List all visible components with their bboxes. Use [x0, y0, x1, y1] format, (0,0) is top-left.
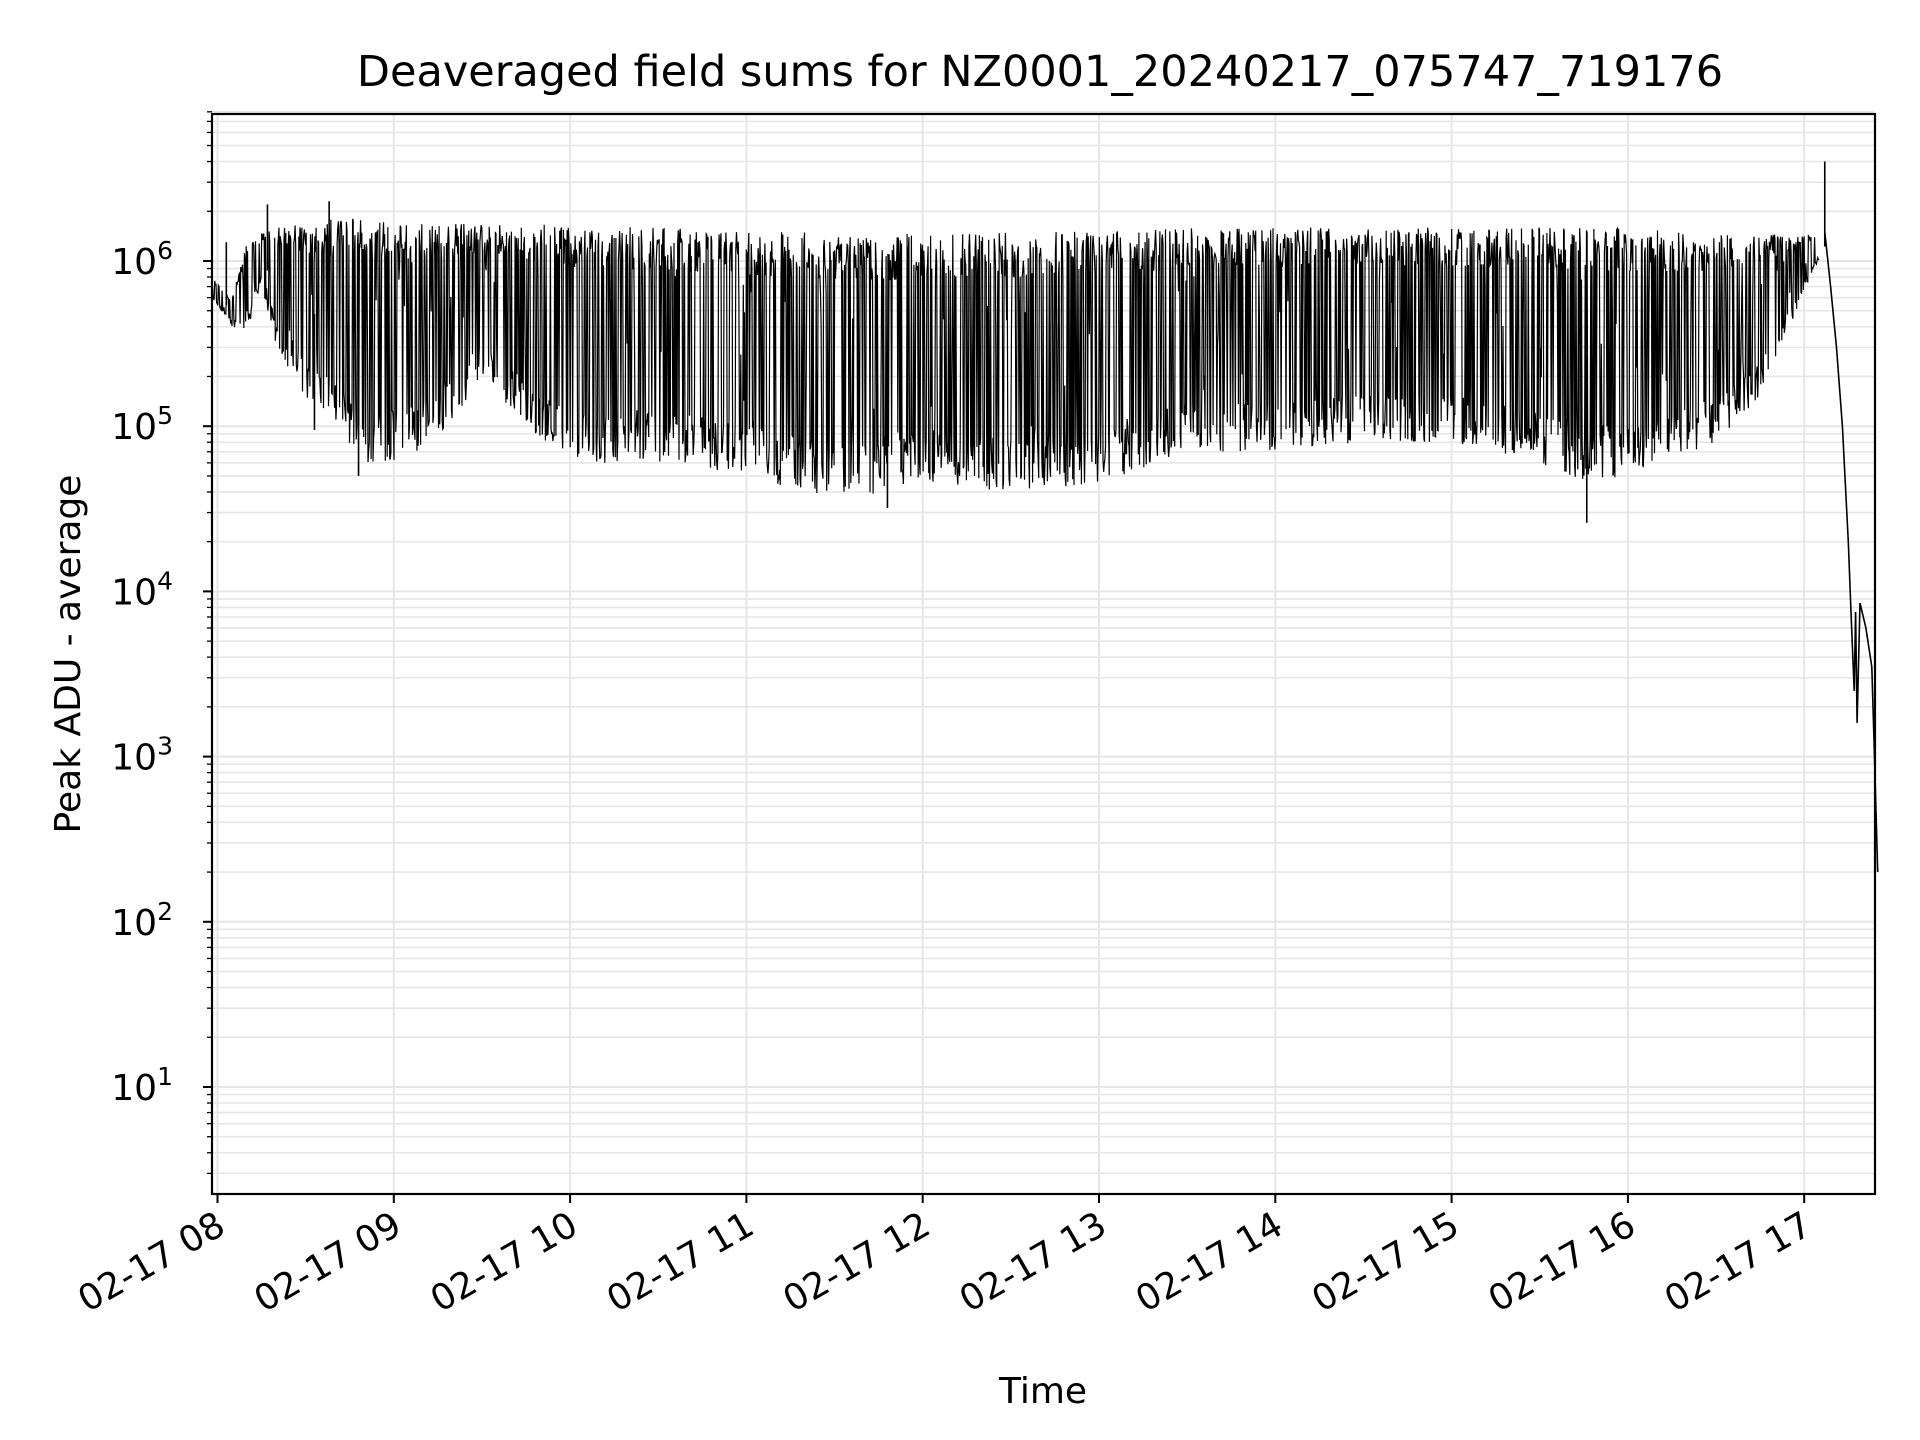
y-tick-exponent: 4 — [157, 566, 173, 595]
grid-lines — [212, 111, 1875, 1194]
y-tick-base: 10 — [111, 242, 157, 283]
y-tick-base: 10 — [111, 407, 157, 448]
y-axis-label: Peak ADU - average — [48, 475, 89, 834]
plot-frame — [210, 112, 1877, 1196]
y-tick-label: 105 — [111, 401, 173, 448]
y-tick-base: 10 — [111, 903, 157, 944]
y-tick-exponent: 3 — [157, 732, 173, 761]
series-line — [211, 218, 1820, 494]
y-tick-label: 103 — [111, 732, 173, 779]
x-axis-label: Time — [998, 1371, 1087, 1412]
y-tick-label: 102 — [111, 897, 173, 944]
y-tick-base: 10 — [111, 738, 157, 779]
y-tick-exponent: 6 — [157, 236, 173, 265]
y-tick-exponent: 2 — [157, 897, 173, 926]
y-tick-base: 10 — [111, 572, 157, 613]
series-tail — [1824, 231, 1879, 873]
chart-title: Deaveraged field sums for NZ0001_2024021… — [357, 47, 1723, 97]
series-area — [211, 161, 1879, 873]
y-tick-label: 101 — [111, 1062, 173, 1109]
y-tick-label: 106 — [111, 236, 173, 283]
y-tick-label: 104 — [111, 566, 173, 613]
y-tick-base: 10 — [111, 1068, 157, 1109]
y-tick-exponent: 5 — [157, 401, 173, 430]
y-tick-exponent: 1 — [157, 1062, 173, 1091]
